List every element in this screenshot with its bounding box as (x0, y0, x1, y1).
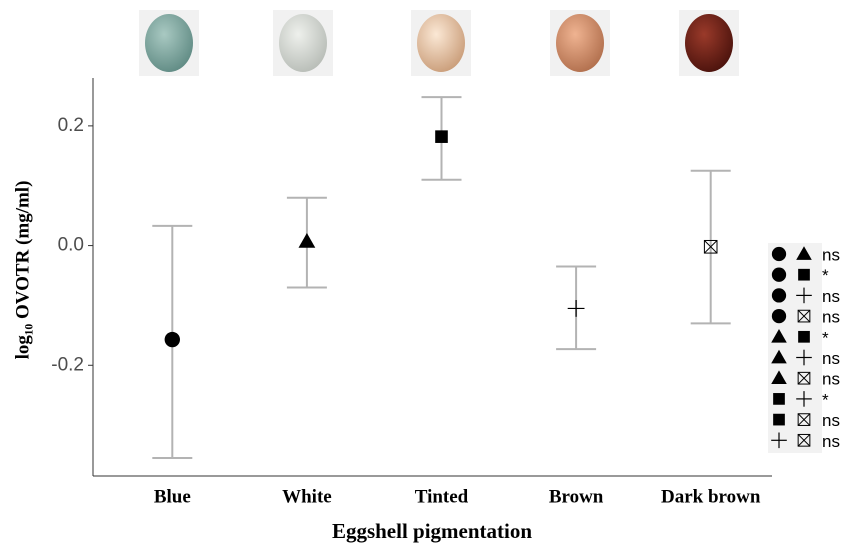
marker-part (796, 246, 812, 260)
marker-part (797, 433, 811, 447)
y-tick-label: -0.2 (51, 354, 84, 375)
comparison-row: ns (773, 411, 840, 430)
marker-part (797, 371, 811, 385)
marker-part (798, 268, 810, 281)
marker-part (797, 413, 811, 426)
egg-images (139, 10, 739, 76)
marker-triangle (298, 232, 316, 248)
marker-boxed-x (703, 239, 718, 254)
marker-plus (796, 287, 812, 304)
marker-part (771, 349, 787, 364)
egg-white (279, 14, 327, 72)
marker-part (797, 413, 811, 426)
comparison-row: ns (771, 287, 840, 306)
marker-part (773, 393, 785, 405)
marker-part (771, 246, 787, 262)
marker-circle (771, 288, 787, 303)
marker-part (703, 239, 718, 254)
comparison-row: ns (771, 245, 840, 264)
marker-part (771, 370, 787, 385)
comparison-label: * (822, 266, 829, 285)
marker-part (435, 130, 448, 143)
marker-part (771, 288, 787, 303)
comparison-row: ns (771, 349, 840, 368)
comparison-label: ns (822, 245, 840, 264)
marker-circle (771, 267, 787, 282)
marker-plus (796, 349, 812, 366)
y-axis-label: log₁₀ OVOTR (mg/ml) (12, 181, 33, 360)
marker-boxed-x (797, 433, 811, 447)
x-tick-label: Brown (549, 486, 604, 507)
comparison-row: ns (771, 370, 840, 389)
marker-triangle (771, 349, 787, 364)
marker-square (798, 330, 810, 343)
y-tick-label: 0.0 (58, 235, 84, 256)
comparison-label: * (822, 328, 829, 347)
comparison-label: ns (822, 308, 840, 327)
marker-plus (771, 432, 787, 449)
comparison-row: * (771, 266, 829, 285)
marker-square (435, 130, 448, 143)
comparison-row: * (771, 328, 829, 347)
x-tick-label: Dark brown (661, 486, 761, 507)
comparison-label: ns (822, 287, 840, 306)
comparison-row: ns (771, 432, 840, 451)
marker-part (298, 232, 316, 248)
marker-plus (567, 300, 585, 317)
marker-part (771, 267, 787, 282)
marker-square (773, 393, 785, 405)
comparison-row: * (773, 390, 829, 409)
marker-plus (796, 391, 812, 407)
marker-part (797, 434, 811, 447)
marker-circle (771, 308, 787, 324)
marker-part (797, 309, 811, 323)
marker-part (704, 240, 718, 254)
egg-dark-brown (685, 14, 733, 72)
marker-boxed-x (797, 371, 811, 385)
x-tick-label: Tinted (415, 486, 469, 507)
marker-boxed-x (797, 413, 811, 426)
marker-circle (164, 331, 180, 348)
marker-part (798, 330, 810, 343)
marker-circle (771, 246, 787, 262)
y-tick-label: 0.2 (58, 115, 84, 136)
marker-part (771, 329, 787, 343)
egg-tinted (417, 14, 465, 72)
comparison-label: ns (822, 370, 840, 389)
marker-part (797, 371, 811, 385)
marker-square (773, 413, 785, 426)
comparison-row: ns (771, 308, 840, 327)
egg-brown (556, 14, 604, 72)
comparison-label: ns (822, 411, 840, 430)
marker-part (164, 331, 180, 348)
marker-boxed-x (797, 309, 811, 323)
egg-blue (145, 14, 193, 72)
comparison-label: * (822, 390, 829, 409)
marker-part (773, 413, 785, 426)
marker-triangle (771, 329, 787, 343)
x-tick-label: White (282, 486, 332, 507)
marker-part (797, 309, 811, 323)
comparison-label: ns (822, 349, 840, 368)
marker-triangle (771, 370, 787, 385)
x-axis-label: Eggshell pigmentation (332, 519, 532, 543)
marker-triangle (796, 246, 812, 260)
x-tick-label: Blue (154, 486, 191, 507)
marker-part (771, 308, 787, 324)
marker-square (798, 268, 810, 281)
comparison-label: ns (822, 432, 840, 451)
